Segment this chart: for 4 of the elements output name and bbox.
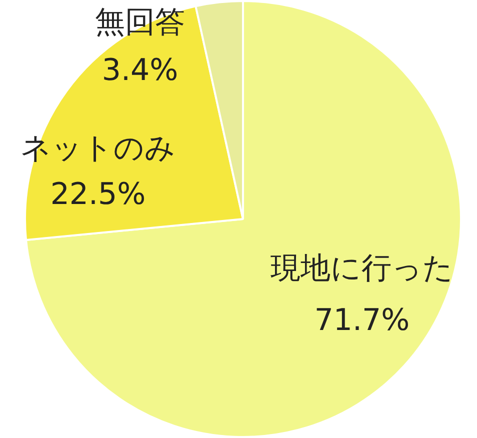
data-label: 22.5% xyxy=(50,176,146,212)
slice-label: 現地に行った xyxy=(270,250,454,286)
data-label: 71.7% xyxy=(314,302,410,338)
data-label: 3.4% xyxy=(102,52,178,88)
